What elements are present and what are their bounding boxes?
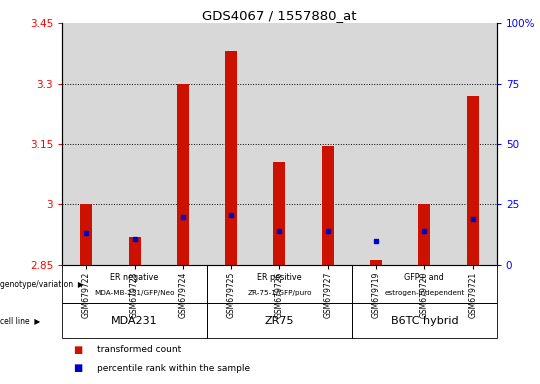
Bar bbox=[418, 205, 430, 265]
Text: ■: ■ bbox=[73, 345, 82, 355]
Text: ZR-75-1/GFP/puro: ZR-75-1/GFP/puro bbox=[247, 290, 312, 296]
Text: MDA-MB-231/GFP/Neo: MDA-MB-231/GFP/Neo bbox=[94, 290, 175, 296]
Text: estrogen-independent: estrogen-independent bbox=[384, 290, 464, 296]
Bar bbox=[80, 205, 92, 265]
Text: ER positive: ER positive bbox=[257, 273, 302, 282]
Bar bbox=[177, 84, 189, 265]
Title: GDS4067 / 1557880_at: GDS4067 / 1557880_at bbox=[202, 9, 357, 22]
Text: transformed count: transformed count bbox=[97, 345, 181, 354]
Text: MDA231: MDA231 bbox=[111, 316, 158, 326]
Text: ■: ■ bbox=[73, 363, 82, 373]
Bar bbox=[467, 96, 478, 265]
Bar bbox=[400, 23, 449, 265]
Bar bbox=[370, 260, 382, 265]
Text: percentile rank within the sample: percentile rank within the sample bbox=[97, 364, 251, 373]
Bar bbox=[62, 23, 110, 265]
Bar bbox=[225, 51, 237, 265]
Bar bbox=[159, 23, 207, 265]
Bar bbox=[303, 23, 352, 265]
Bar bbox=[255, 23, 303, 265]
Text: B6TC hybrid: B6TC hybrid bbox=[390, 316, 458, 326]
Bar bbox=[449, 23, 497, 265]
Bar bbox=[207, 23, 255, 265]
Text: GFP+ and: GFP+ and bbox=[404, 273, 444, 282]
Bar bbox=[110, 23, 159, 265]
Text: ER negative: ER negative bbox=[110, 273, 159, 282]
Text: ZR75: ZR75 bbox=[265, 316, 294, 326]
Text: cell line  ▶: cell line ▶ bbox=[0, 316, 40, 325]
Bar bbox=[129, 237, 140, 265]
Bar bbox=[273, 162, 286, 265]
Bar bbox=[352, 23, 400, 265]
Bar bbox=[322, 146, 334, 265]
Text: genotype/variation  ▶: genotype/variation ▶ bbox=[0, 280, 84, 289]
